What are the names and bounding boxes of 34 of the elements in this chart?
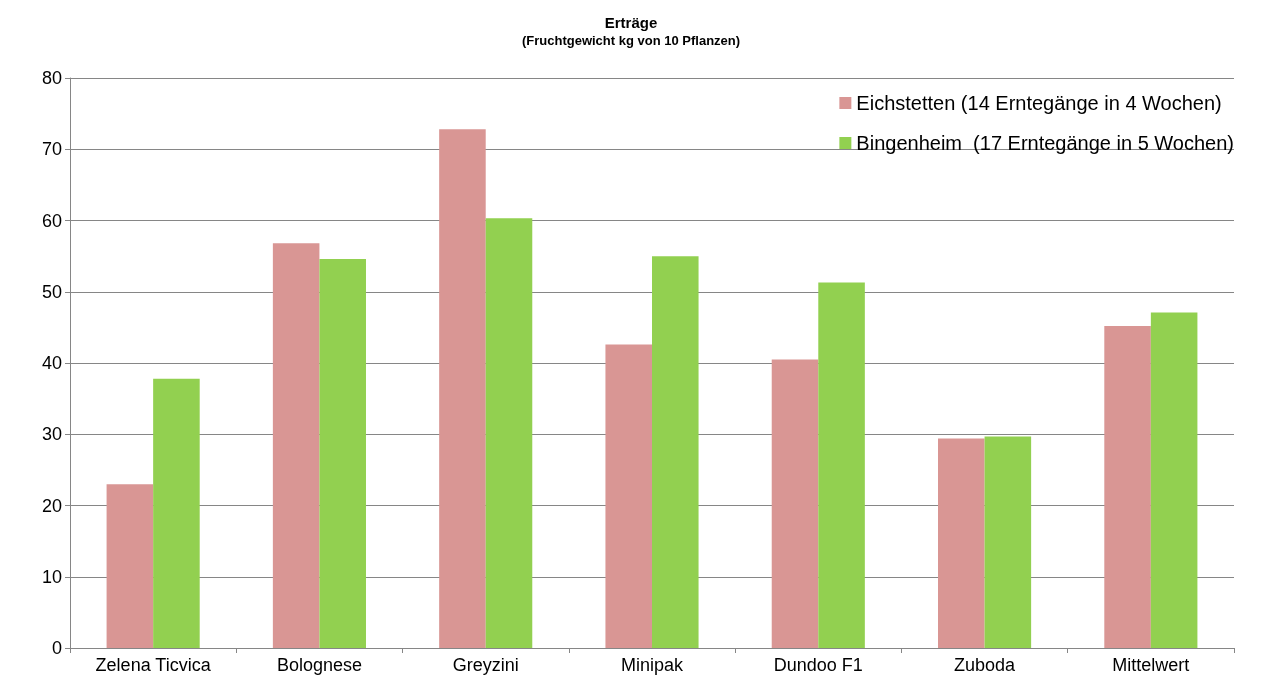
y-tick-label: 30 bbox=[41, 424, 62, 445]
bar bbox=[605, 344, 652, 648]
x-tick-label: Zelena Ticvica bbox=[95, 655, 212, 675]
chart-subtitle: (Fruchtgewicht kg von 10 Pflanzen) bbox=[521, 33, 741, 48]
x-tick-label: Greyzini bbox=[452, 655, 519, 675]
y-tick-label: 50 bbox=[41, 281, 62, 302]
bar bbox=[485, 218, 533, 648]
bar bbox=[938, 438, 985, 648]
bar bbox=[272, 243, 320, 648]
y-tick-label: 0 bbox=[51, 638, 62, 658]
bar bbox=[319, 258, 366, 648]
x-tick-label: Dundoo F1 bbox=[773, 655, 863, 675]
y-tick-label: 60 bbox=[41, 210, 62, 231]
y-tick-label: 40 bbox=[41, 353, 62, 373]
y-tick-label: 70 bbox=[41, 139, 62, 160]
bar bbox=[106, 484, 154, 648]
x-tick-label: Minipak bbox=[620, 655, 685, 675]
y-tick-label: 10 bbox=[41, 566, 62, 587]
x-tick-label: Bolognese bbox=[276, 655, 362, 675]
bar bbox=[984, 436, 1032, 648]
bar bbox=[652, 256, 699, 648]
legend-label: Eichstetten (14 Erntegänge in 4 Wochen) bbox=[856, 92, 1222, 114]
bar bbox=[771, 359, 819, 648]
legend-label: Bingenheim (17 Erntegänge in 5 Wochen) bbox=[856, 132, 1235, 154]
chart-title: Erträge bbox=[604, 14, 658, 31]
bar bbox=[818, 282, 865, 648]
bar bbox=[439, 129, 486, 648]
x-tick-label: Mittelwert bbox=[1112, 655, 1190, 675]
y-tick-label: 80 bbox=[41, 68, 62, 88]
x-tick-label: Zuboda bbox=[954, 655, 1017, 675]
bar bbox=[1150, 312, 1198, 648]
y-tick-label: 20 bbox=[41, 495, 62, 516]
bar bbox=[153, 378, 200, 648]
bar bbox=[1104, 325, 1151, 648]
